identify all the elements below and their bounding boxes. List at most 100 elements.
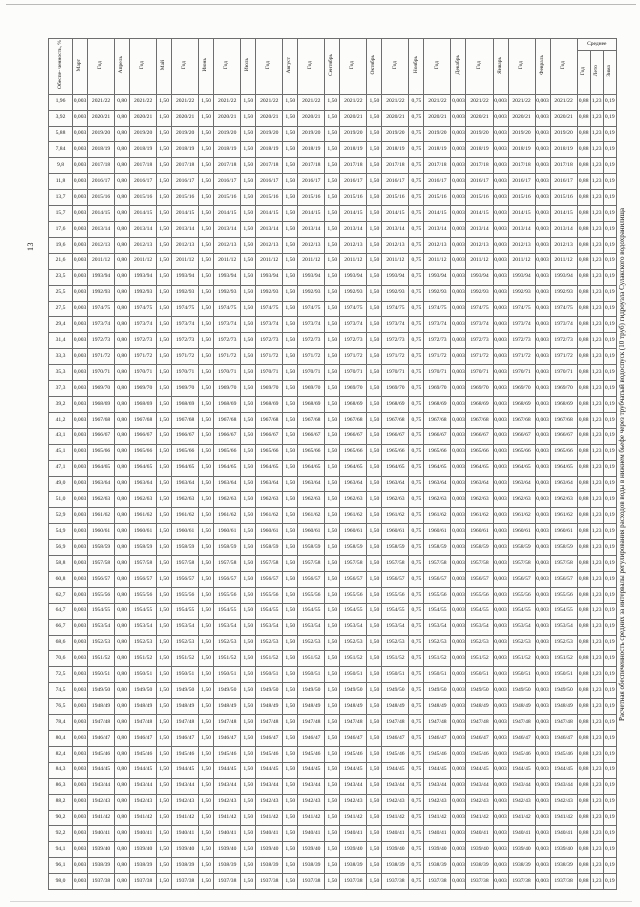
year-cell: 1938/39: [507, 857, 536, 875]
value-cell: 0,003: [72, 459, 89, 477]
year-cell: 2017/18: [549, 157, 578, 175]
value-cell: 1,50: [156, 698, 173, 716]
year-cell: 1954/55: [507, 602, 536, 620]
table-row: 29,4 0,003 1973/74 0,80 1973/74 1,50 1973/74 1,…: [47, 316, 618, 334]
year-cell: 1970/71: [381, 364, 410, 382]
value-cell: 1,50: [240, 236, 257, 254]
value-cell: 0,003: [72, 141, 89, 159]
value-cell: 1,50: [156, 507, 173, 525]
year-cell: 1948/49: [507, 698, 536, 716]
year-cell: 1954/55: [549, 602, 578, 620]
value-cell: 1,50: [282, 507, 299, 525]
average-cell: 0,19: [602, 491, 618, 509]
year-cell: 1945/46: [129, 745, 158, 763]
average-cell: 0,19: [602, 427, 618, 445]
year-cell: 2016/17: [87, 173, 116, 191]
year-cell: 1970/71: [549, 364, 578, 382]
percent-cell: 88,2: [47, 793, 74, 811]
value-cell: 0,003: [534, 284, 551, 302]
year-cell: 1969/70: [423, 380, 452, 397]
year-cell: 1967/68: [465, 411, 494, 429]
average-cell: 0,19: [602, 698, 618, 716]
year-cell: 1952/53: [465, 634, 494, 652]
value-cell: 0,80: [114, 236, 131, 254]
year-cell: 1973/74: [381, 316, 410, 334]
value-cell: 1,50: [198, 523, 215, 541]
value-cell: 1,50: [156, 332, 173, 350]
year-cell: 1938/39: [423, 857, 452, 875]
year-cell: 1969/70: [465, 380, 494, 397]
value-cell: 0,80: [114, 507, 131, 525]
value-cell: 0,003: [492, 539, 509, 557]
average-cell: 0,88: [576, 809, 591, 827]
value-cell: 0,003: [534, 443, 551, 461]
value-cell: 1,50: [240, 570, 257, 588]
table-row: 39,2 0,003 1968/69 0,80 1968/69 1,50 1968/69 1,…: [47, 395, 618, 413]
year-cell: 1967/68: [549, 411, 578, 429]
value-cell: 1,50: [366, 395, 383, 413]
percent-cell: 17,6: [47, 221, 74, 238]
year-cell: 2013/14: [507, 221, 536, 238]
year-cell: 1963/64: [87, 475, 116, 493]
value-cell: 0,003: [450, 841, 467, 859]
year-cell: 1946/47: [297, 730, 326, 747]
year-cell: 1952/53: [549, 634, 578, 652]
table-row: 78,4 0,003 1947/48 0,80 1947/48 1,50 1947/48 1,…: [47, 714, 618, 732]
value-cell: 0,003: [72, 634, 89, 652]
year-cell: 1942/43: [213, 793, 242, 811]
year-cell: 2019/20: [507, 125, 536, 143]
value-cell: 1,50: [198, 300, 215, 318]
year-cell: 1962/63: [171, 491, 200, 509]
year-cell: 1971/72: [339, 348, 368, 366]
average-cell: 0,88: [576, 586, 591, 604]
value-cell: 0,80: [114, 380, 131, 397]
year-cell: 2019/20: [381, 125, 410, 143]
year-cell: 1962/63: [549, 491, 578, 509]
average-cell: 1,23: [589, 682, 604, 700]
value-cell: 1,50: [240, 507, 257, 525]
year-cell: 1964/65: [213, 459, 242, 477]
year-cell: 1946/47: [549, 730, 578, 747]
value-cell: 0,80: [114, 348, 131, 366]
average-cell: 1,23: [589, 809, 604, 827]
value-cell: 1,50: [156, 857, 173, 875]
year-cell: 2016/17: [549, 173, 578, 191]
year-cell: 1945/46: [465, 745, 494, 763]
table-row: 25,5 0,003 1992/93 0,80 1992/93 1,50 1992/93 1,…: [47, 284, 618, 302]
value-cell: 1,50: [324, 348, 341, 366]
year-cell: 2013/14: [381, 221, 410, 238]
average-cell: 1,23: [589, 427, 604, 445]
header-year-label: Год: [391, 60, 398, 70]
year-cell: 1938/39: [465, 857, 494, 875]
value-cell: 0,003: [534, 157, 551, 175]
year-cell: 2018/19: [129, 141, 158, 159]
percent-cell: 45,1: [47, 443, 74, 461]
value-cell: 0,003: [72, 618, 89, 636]
year-cell: 2016/17: [255, 173, 284, 191]
average-cell: 0,19: [602, 666, 618, 684]
value-cell: 1,50: [198, 380, 215, 397]
value-cell: 0,75: [408, 459, 425, 477]
average-cell: 1,23: [589, 109, 604, 127]
year-cell: 2014/15: [507, 205, 536, 223]
value-cell: 0,80: [114, 443, 131, 461]
value-cell: 0,80: [114, 873, 131, 891]
average-cell: 0,19: [602, 793, 618, 811]
table-title: Расчетная обеспеченность средних за инте…: [618, 207, 626, 722]
value-cell: 1,50: [282, 602, 299, 620]
value-cell: 0,003: [450, 157, 467, 175]
value-cell: 0,003: [534, 809, 551, 827]
value-cell: 1,50: [156, 523, 173, 541]
average-cell: 0,88: [576, 189, 591, 207]
year-cell: 1945/46: [507, 745, 536, 763]
average-cell: 0,19: [602, 364, 618, 382]
year-cell: 1948/49: [297, 698, 326, 716]
value-cell: 0,75: [408, 141, 425, 159]
year-cell: 1937/38: [507, 873, 536, 891]
year-cell: 2021/22: [507, 93, 536, 111]
year-cell: 1971/72: [213, 348, 242, 366]
value-cell: 0,003: [492, 252, 509, 270]
value-cell: 0,003: [492, 650, 509, 668]
value-cell: 1,50: [324, 141, 341, 159]
year-cell: 1973/74: [171, 316, 200, 334]
